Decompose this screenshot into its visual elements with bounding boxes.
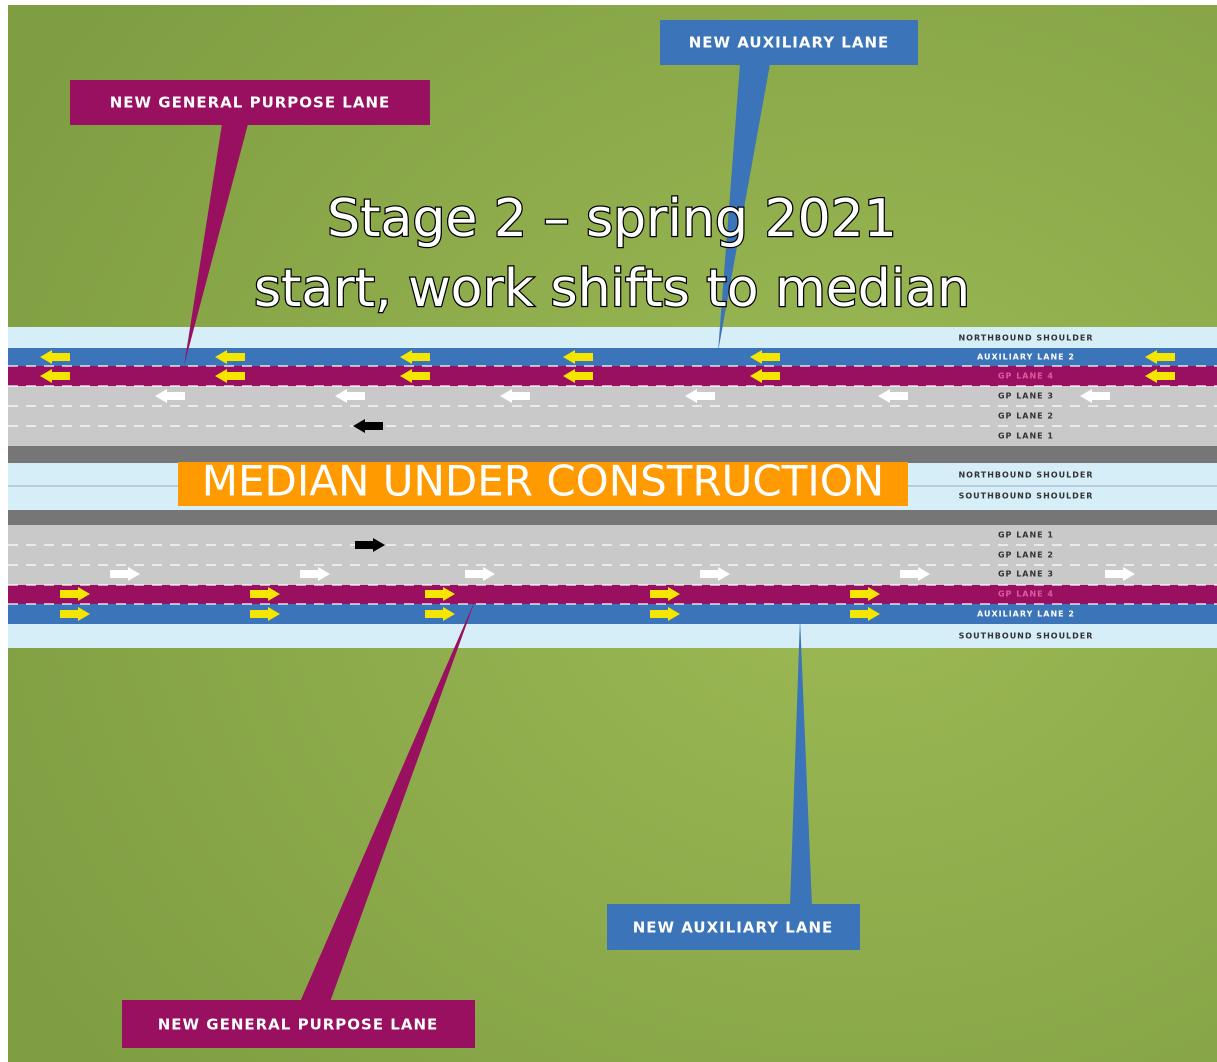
arrow — [650, 607, 680, 621]
lane-label: GP LANE 1 — [998, 531, 1054, 540]
arrow — [685, 389, 715, 403]
lane-label: GP LANE 3 — [998, 570, 1054, 579]
arrow — [215, 369, 245, 383]
arrow — [300, 567, 330, 581]
pointer — [184, 124, 248, 366]
arrow — [215, 350, 245, 364]
title-line: start, work shifts to median — [254, 259, 970, 319]
arrow — [850, 607, 880, 621]
arrow — [1145, 350, 1175, 364]
arrow — [425, 587, 455, 601]
arrow — [563, 350, 593, 364]
arrow — [110, 567, 140, 581]
arrow — [400, 369, 430, 383]
arrow — [850, 587, 880, 601]
arrow — [250, 607, 280, 621]
arrow — [750, 369, 780, 383]
median-label-box — [178, 462, 908, 506]
arrows — [40, 350, 1175, 621]
callout-label: NEW GENERAL PURPOSE LANE — [110, 94, 391, 112]
callout-label: NEW GENERAL PURPOSE LANE — [158, 1016, 439, 1034]
arrow — [700, 567, 730, 581]
arrow — [355, 538, 385, 552]
arrow — [40, 350, 70, 364]
callout: NEW AUXILIARY LANE — [607, 904, 860, 950]
arrow — [1145, 369, 1175, 383]
lane-label: GP LANE 4 — [998, 372, 1054, 381]
callout-label: NEW AUXILIARY LANE — [633, 919, 834, 937]
lane-label: NORTHBOUND SHOULDER — [958, 334, 1093, 343]
arrow — [60, 587, 90, 601]
arrow — [500, 389, 530, 403]
lane-label: SOUTHBOUND SHOULDER — [959, 632, 1094, 641]
callout: NEW AUXILIARY LANE — [660, 20, 918, 65]
arrow — [335, 389, 365, 403]
arrow — [900, 567, 930, 581]
arrow — [250, 587, 280, 601]
lane-label: GP LANE 2 — [998, 412, 1054, 421]
pointer — [718, 64, 770, 352]
arrow — [563, 369, 593, 383]
arrow — [465, 567, 495, 581]
lane-label: AUXILIARY LANE 2 — [977, 610, 1075, 619]
arrow — [425, 607, 455, 621]
lane-label: SOUTHBOUND SHOULDER — [959, 492, 1094, 501]
arrow — [155, 389, 185, 403]
pointer — [300, 598, 476, 1002]
callout: NEW GENERAL PURPOSE LANE — [122, 1000, 475, 1048]
pointer — [790, 618, 812, 906]
lane-label: GP LANE 4 — [998, 590, 1054, 599]
lane-label: AUXILIARY LANE 2 — [977, 353, 1075, 362]
arrow — [353, 419, 383, 433]
arrow — [1080, 389, 1110, 403]
lane-label: GP LANE 2 — [998, 551, 1054, 560]
arrow — [878, 389, 908, 403]
lane-label: GP LANE 3 — [998, 392, 1054, 401]
arrow — [60, 607, 90, 621]
callout-label: NEW AUXILIARY LANE — [689, 34, 890, 52]
arrow — [40, 369, 70, 383]
callout: NEW GENERAL PURPOSE LANE — [70, 80, 430, 125]
arrow — [400, 350, 430, 364]
lane-label: GP LANE 1 — [998, 432, 1054, 441]
lane-label: NORTHBOUND SHOULDER — [958, 471, 1093, 480]
arrow — [750, 350, 780, 364]
lane-labels: NORTHBOUND SHOULDER AUXILIARY LANE 2 GP LA… — [958, 334, 1094, 641]
title-line: Stage 2 – spring 2021 — [327, 189, 897, 249]
arrow — [650, 587, 680, 601]
arrow — [1105, 567, 1135, 581]
median-label: MEDIAN UNDER CONSTRUCTION — [202, 457, 884, 506]
